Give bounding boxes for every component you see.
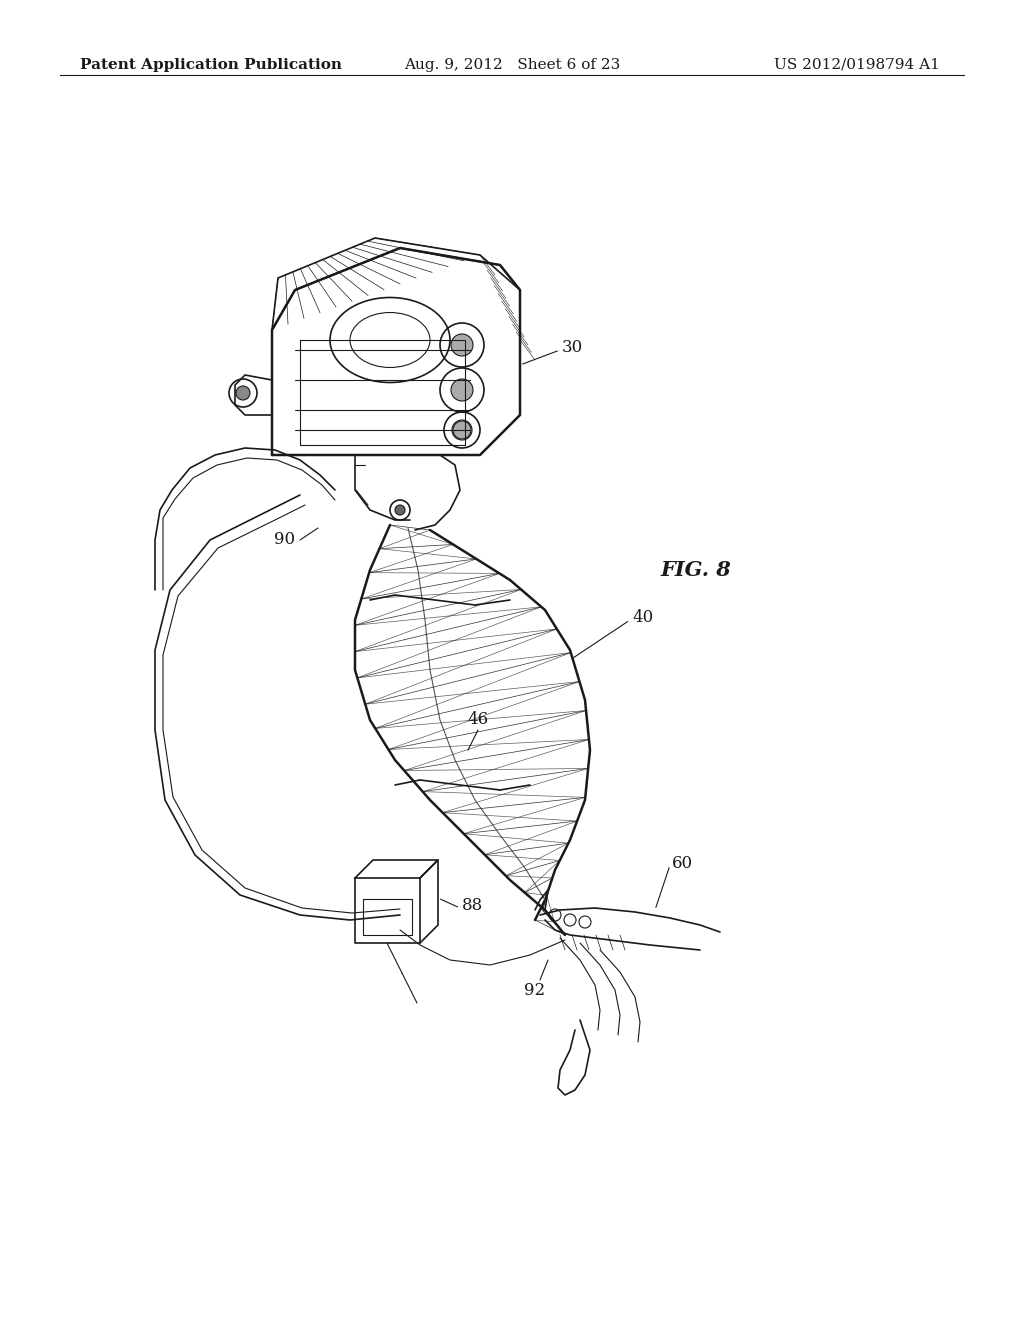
Text: 90: 90 xyxy=(273,532,295,549)
Text: 88: 88 xyxy=(462,898,483,915)
Circle shape xyxy=(453,421,471,440)
Text: Aug. 9, 2012   Sheet 6 of 23: Aug. 9, 2012 Sheet 6 of 23 xyxy=(403,58,621,73)
Circle shape xyxy=(451,334,473,356)
Text: 92: 92 xyxy=(524,982,546,999)
Text: 40: 40 xyxy=(632,609,653,626)
Text: 60: 60 xyxy=(672,854,693,871)
Text: US 2012/0198794 A1: US 2012/0198794 A1 xyxy=(774,58,940,73)
Text: 46: 46 xyxy=(467,711,488,729)
Circle shape xyxy=(395,506,406,515)
Text: Patent Application Publication: Patent Application Publication xyxy=(80,58,342,73)
Text: 30: 30 xyxy=(562,339,584,356)
Text: FIG. 8: FIG. 8 xyxy=(660,560,731,579)
Circle shape xyxy=(236,385,250,400)
Circle shape xyxy=(451,379,473,401)
